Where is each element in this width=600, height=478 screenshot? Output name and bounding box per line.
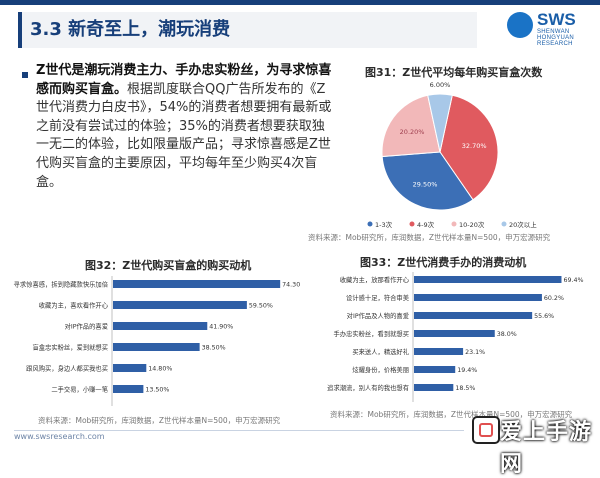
legend-label: 1-3次 [375,220,393,229]
bar [414,312,533,319]
bar-category-label: 买来送人，精选好礼 [352,347,409,356]
bar [113,322,208,330]
bar-value-label: 38.0% [497,331,517,338]
footer-url: www.swsresearch.com [14,432,105,441]
paragraph-text: 根据凯度联合QQ广告所发布的《Z 世代消费力白皮书》，54%的消费者想要拥有最新… [36,81,332,190]
bar [414,294,542,301]
pie-label-2: 32.70% [462,142,487,150]
bar-category-label: 对IP作品及人物的喜爱 [347,311,409,320]
page-title: 3.3 新奇至上，潮玩消费 [30,19,231,40]
bar [414,330,495,337]
legend-marker [367,221,373,227]
pie-label-4: 6.00% [430,82,451,89]
bar-value-label: 74.30% [282,282,300,289]
bar-value-label: 41.90% [209,324,233,331]
pie-label-3: 20.20% [400,128,425,136]
logo-subtext: SHENWAN HONGYUAN RESEARCH [537,29,575,47]
bar [414,348,464,355]
chart33-title: 图33：Z世代消费手办的消费动机 [360,256,527,269]
bar-category-label: 炫耀身份，价格美丽 [352,365,409,374]
bar [113,364,147,372]
bar-category-label: 二手交易，小赚一笔 [51,385,108,394]
header-accent-bar [0,0,600,5]
bar-value-label: 19.4% [457,367,477,374]
legend-marker [501,221,507,227]
bar-category-label: 手办忠实粉丝，看到就想买 [333,329,409,338]
bar-value-label: 55.6% [534,313,554,320]
bar-category-label: 追求潮流，别人有的我也想有 [327,383,409,392]
legend-label: 10-20次 [459,220,485,229]
bar-chart-32: 寻求惊喜感，拆到隐藏款快乐加倍 74.30% 收藏为主，喜欢看作开心 59.50% 对I… [14,276,300,406]
bar-value-label: 69.4% [563,277,583,284]
bar-value-label: 14.80% [148,366,172,373]
bar [113,385,144,393]
bar-category-label: 对IP作品的喜爱 [65,322,108,331]
bar-chart-33: 收藏为主，放那看作开心 69.4% 设计感十足，符合审美 60.2% 对IP作品及人物的… [327,272,583,402]
legend-marker [409,221,415,227]
watermark: 爱上手游网 [470,410,596,477]
pie-slice-1 [381,151,474,211]
pie-label-1: 29.50% [413,180,438,188]
bar-category-label: 设计感十足，符合审美 [346,293,410,302]
bar-category-label: 寻求惊喜感，拆到隐藏款快乐加倍 [14,280,109,289]
pie-chart: 32.70% 29.50% 20.20% 6.00% 1-3次 4-9次 10-20次 20次… [367,82,537,229]
body-paragraph: Z世代是潮玩消费主力、手办忠实粉丝，为寻求惊喜感而购买盲盒。根据凯度联合QQ广告… [36,62,336,192]
footer-rule [14,430,464,431]
pie-slice-2 [439,94,499,201]
bar [113,343,200,351]
pie-slice-3 [381,94,441,158]
pie-slice-4 [427,93,453,153]
legend-label: 20次以上 [509,220,537,229]
title-box [18,12,477,48]
legend-marker [451,221,457,227]
chart31-source: 资料来源：Mob研究所，库润数据，Z世代样本量N=500，申万宏源研究 [308,233,551,242]
bar-category-label: 收藏为主，喜欢看作开心 [39,301,109,310]
bar-value-label: 18.5% [455,385,475,392]
chart32-title: 图32：Z世代购买盲盒的购买动机 [85,259,252,272]
bar-value-label: 23.1% [465,349,485,356]
bar [113,280,281,288]
bar-category-label: 盲盒忠实粉丝，爱到就想买 [32,343,108,352]
bar-value-label: 60.2% [544,295,564,302]
bar [113,301,247,309]
bar-value-label: 13.50% [145,387,169,394]
bar-value-label: 59.50% [249,303,273,310]
bar [414,384,454,391]
paragraph-bold: Z世代是潮玩消费主力、手办忠实粉丝，为寻求惊喜感而购买盲盒。 [36,63,332,97]
bar-category-label: 跟风购买，身边人都买我也买 [26,364,108,373]
chart33-source: 资料来源：Mob研究所，库润数据，Z世代样本量N=500，申万宏源研究 [330,410,573,419]
bar-category-label: 收藏为主，放那看作开心 [340,275,410,284]
bar [414,276,562,283]
watermark-text: 爱上手游网 [500,420,593,477]
logo-text: SWS [537,10,576,29]
chart32-source: 资料来源：Mob研究所，库润数据，Z世代样本量N=500，申万宏源研究 [38,416,281,425]
logo-icon [507,12,533,38]
bullet-icon [22,72,28,78]
chart31-title: 图31：Z世代平均每年购买盲盒次数 [365,66,543,79]
watermark-icon-inner [479,423,493,437]
bar [414,366,456,373]
legend-label: 4-9次 [417,220,435,229]
watermark-icon [472,416,500,444]
bar-value-label: 38.50% [202,345,226,352]
sws-logo: SWS SHENWAN HONGYUAN RESEARCH [507,10,587,47]
